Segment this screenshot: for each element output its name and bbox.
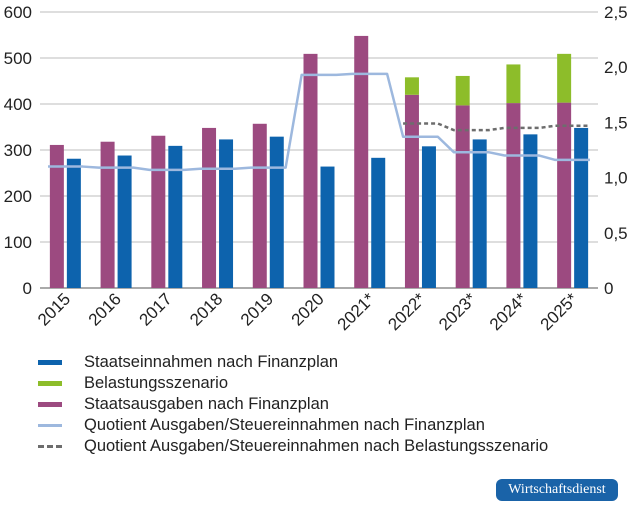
y-right-tick-label: 2,5 [604, 3, 628, 22]
bar-staatsausgaben [151, 135, 166, 288]
y-left-tick-label: 300 [4, 141, 32, 160]
bar-staatsausgaben [404, 94, 419, 288]
y-right-tick-label: 2,0 [604, 58, 628, 77]
x-tick-label: 2024* [486, 289, 531, 334]
bar-belastungsszenario [506, 64, 521, 104]
x-tick-label: 2023* [435, 289, 480, 334]
bar-belastungsszenario [557, 53, 572, 103]
x-tick-label: 2018 [186, 289, 226, 329]
bar-staatseinnahmen [117, 155, 132, 288]
legend-label-staatseinnahmen: Staatseinnahmen nach Finanzplan [84, 353, 339, 371]
legend-label-staatsausgaben: Staatsausgaben nach Finanzplan [84, 395, 329, 413]
bar-staatseinnahmen [421, 146, 436, 288]
bar-staatseinnahmen [66, 158, 81, 288]
wirtschaftsdienst-logo: Wirtschaftsdienst [496, 479, 618, 501]
legend-swatch-quotient-belastung [38, 445, 62, 448]
bar-staatseinnahmen [269, 136, 284, 288]
x-tick-label: 2015 [34, 289, 74, 329]
bar-staatseinnahmen [472, 139, 487, 288]
y-left-tick-label: 200 [4, 187, 32, 206]
bar-staatsausgaben [49, 144, 64, 288]
x-tick-label: 2020 [288, 289, 328, 329]
bar-staatsausgaben [506, 103, 521, 288]
legend-item-quotient-belastung: Quotient Ausgaben/Steuereinnahmen nach B… [38, 436, 548, 457]
bar-belastungsszenario [404, 77, 419, 95]
x-tick-label: 2016 [85, 289, 125, 329]
legend-label-quotient-belastung: Quotient Ausgaben/Steuereinnahmen nach B… [84, 437, 549, 455]
bar-staatsausgaben [100, 141, 115, 288]
legend-swatch-staatseinnahmen [38, 360, 62, 365]
legend-swatch-staatsausgaben [38, 402, 62, 407]
y-right-tick-label: 0 [604, 279, 613, 298]
bar-staatsausgaben [202, 127, 217, 288]
bar-staatsausgaben [557, 102, 572, 289]
bar-staatseinnahmen [523, 134, 538, 288]
bar-staatseinnahmen [168, 145, 183, 288]
legend-item-staatsausgaben: Staatsausgaben nach Finanzplan [38, 394, 548, 415]
y-right-tick-label: 1,0 [604, 169, 628, 188]
y-right-tick-label: 1,5 [604, 113, 628, 132]
y-left-tick-label: 400 [4, 95, 32, 114]
bar-staatseinnahmen [320, 166, 335, 288]
legend-item-quotient-finanzplan: Quotient Ausgaben/Steuereinnahmen nach F… [38, 415, 548, 436]
x-tick-label: 2021* [334, 289, 379, 334]
legend-label-belastungsszenario: Belastungsszenario [84, 374, 229, 392]
x-tick-label: 2017 [135, 289, 175, 329]
y-right-tick-label: 0,5 [604, 224, 628, 243]
y-left-tick-label: 500 [4, 49, 32, 68]
bar-staatsausgaben [354, 35, 369, 288]
legend-swatch-quotient-finanzplan [38, 424, 62, 427]
bar-staatseinnahmen [371, 157, 386, 288]
bar-staatsausgaben [252, 123, 267, 288]
chart: 0 100 200 300 400 500 600 0 0,5 1,0 1,5 2,0 2,5 2015 2… [4, 3, 628, 334]
x-tick-label: 2022* [384, 289, 429, 334]
legend-label-quotient-finanzplan: Quotient Ausgaben/Steuereinnahmen nach F… [84, 416, 485, 434]
legend-swatch-belastungsszenario [38, 381, 62, 386]
bar-belastungsszenario [455, 75, 470, 106]
bar-staatseinnahmen [574, 127, 589, 288]
legend-item-staatseinnahmen: Staatseinnahmen nach Finanzplan [38, 352, 548, 373]
y-left-tick-label: 100 [4, 233, 32, 252]
line-quotient-belastungsszenario [403, 122, 590, 132]
y-left-tick-label: 0 [23, 279, 32, 298]
line-quotient-finanzplan [48, 72, 590, 172]
x-tick-label: 2025* [537, 289, 582, 334]
bar-staatseinnahmen [219, 139, 234, 288]
bar-staatsausgaben [455, 105, 470, 288]
bar-staatsausgaben [303, 53, 318, 288]
y-left-tick-label: 600 [4, 3, 32, 22]
legend-item-belastungsszenario: Belastungsszenario [38, 373, 548, 394]
legend: Staatseinnahmen nach Finanzplan Belastun… [38, 352, 548, 457]
x-tick-label: 2019 [237, 289, 277, 329]
